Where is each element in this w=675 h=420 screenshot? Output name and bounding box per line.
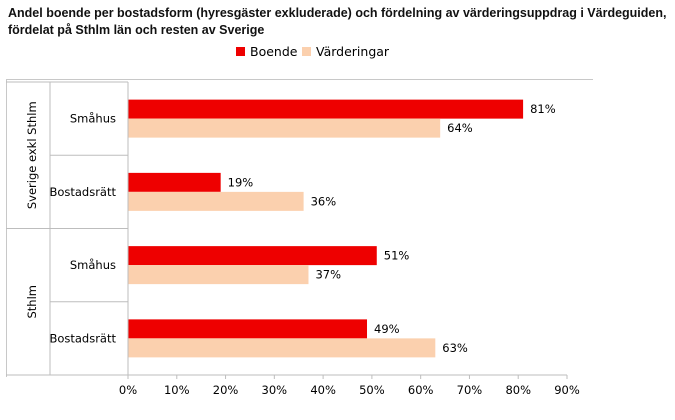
x-tick-label-30: 30% xyxy=(262,383,288,397)
x-tick-label-80: 80% xyxy=(505,383,531,397)
bar-boende-2 xyxy=(128,172,221,192)
chart-title: Andel boende per bostadsform (hyresgäste… xyxy=(8,5,668,39)
legend-swatch-varderingar xyxy=(302,47,311,56)
bar-varderingar-2 xyxy=(128,191,304,211)
category-label-2: Bostadsrätt xyxy=(49,185,116,199)
bar-varderingar-4 xyxy=(128,338,436,358)
bar-varderingar-1 xyxy=(128,118,441,138)
x-tick-label-60: 60% xyxy=(408,383,434,397)
group-label-sverige-exkl-sthlm: Sverige exkl Sthlm xyxy=(25,101,39,209)
x-tick-label-20: 20% xyxy=(213,383,239,397)
data-label-boende-2: 19% xyxy=(228,175,254,189)
x-tick-label-40: 40% xyxy=(310,383,336,397)
group-label-sthlm: Sthlm xyxy=(25,285,39,319)
x-tick-label-50: 50% xyxy=(359,383,385,397)
category-label-4: Bostadsrätt xyxy=(49,331,116,345)
data-label-varderingar-3: 37% xyxy=(315,268,341,282)
bar-boende-4 xyxy=(128,319,368,339)
legend-swatch-boende xyxy=(236,47,245,56)
legend-label-varderingar: Värderingar xyxy=(316,44,390,59)
data-label-boende-3: 51% xyxy=(384,249,410,263)
x-tick-label-10: 10% xyxy=(164,383,190,397)
data-label-boende-1: 81% xyxy=(530,102,556,116)
x-tick-label-90: 90% xyxy=(554,383,580,397)
chart-legend: Boende Värderingar xyxy=(0,44,675,62)
category-label-1: Småhus xyxy=(70,112,116,126)
x-tick-label-70: 70% xyxy=(457,383,483,397)
data-label-boende-4: 49% xyxy=(374,322,400,336)
chart-title-line-1: Andel boende per bostadsform (hyresgäste… xyxy=(8,6,667,20)
x-tick-label-0: 0% xyxy=(119,383,137,397)
category-label-3: Småhus xyxy=(70,258,116,272)
legend-item-varderingar: Värderingar xyxy=(302,44,389,59)
legend-label-boende: Boende xyxy=(250,44,298,59)
data-label-varderingar-1: 64% xyxy=(447,121,473,135)
data-label-varderingar-2: 36% xyxy=(311,194,337,208)
bar-varderingar-3 xyxy=(128,265,309,285)
bar-boende-1 xyxy=(128,99,524,119)
data-label-varderingar-4: 63% xyxy=(442,341,468,355)
legend-item-boende: Boende xyxy=(236,44,297,59)
chart-title-line-2: fördelat på Sthlm län och resten av Sver… xyxy=(8,23,265,37)
bar-boende-3 xyxy=(128,246,377,266)
